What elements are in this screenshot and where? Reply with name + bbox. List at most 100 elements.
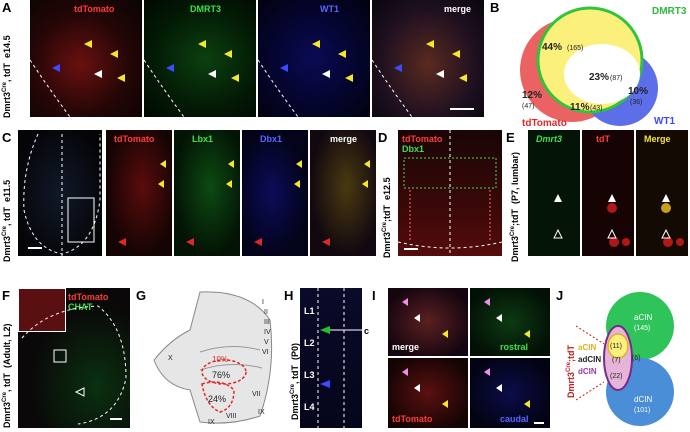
channel-label: tdT bbox=[596, 134, 610, 144]
yellow-arrowhead bbox=[84, 40, 92, 48]
svg-text:44%: 44% bbox=[542, 42, 562, 53]
channel-label: merge bbox=[330, 134, 358, 144]
svg-text:adCIN: adCIN bbox=[578, 355, 601, 364]
svg-text:11%: 11% bbox=[570, 102, 590, 113]
svg-text:I: I bbox=[262, 299, 264, 306]
panel-c-genotype: Dmrt3Cre, tdT e11.5 bbox=[2, 179, 12, 262]
svg-text:(87): (87) bbox=[610, 75, 622, 82]
channel-label: merge bbox=[392, 342, 420, 352]
panel-a-tdtomato-image: tdTomato bbox=[30, 0, 142, 117]
panel-label-h: H bbox=[284, 288, 294, 303]
svg-text:(47): (47) bbox=[522, 103, 534, 110]
channel-label: Dbx1 bbox=[260, 134, 283, 144]
panel-c-dbx1-image: Dbx1 bbox=[242, 130, 308, 256]
channel-label: Dmrt3 bbox=[536, 134, 563, 144]
yellow-arrowhead bbox=[110, 50, 118, 58]
scale-bar bbox=[404, 248, 418, 250]
panel-label-c: C bbox=[2, 130, 12, 145]
panel-a-dmrt3-image: DMRT3 bbox=[144, 0, 256, 117]
blue-arrowhead bbox=[52, 64, 60, 72]
svg-text:V: V bbox=[264, 339, 269, 346]
panel-e-merge-image: Merge bbox=[636, 130, 688, 256]
level-label: L2 bbox=[304, 338, 315, 348]
svg-text:12%: 12% bbox=[522, 90, 542, 101]
channel-label: tdTomato bbox=[402, 134, 443, 144]
panel-c-overview-image bbox=[18, 130, 102, 256]
svg-text:IX: IX bbox=[208, 419, 215, 426]
svg-text:10%: 10% bbox=[212, 355, 228, 364]
panel-a-merge-image: merge bbox=[372, 0, 484, 117]
svg-text:II: II bbox=[264, 309, 268, 316]
svg-text:(101): (101) bbox=[634, 407, 650, 414]
channel-label: CHAT bbox=[68, 302, 93, 312]
panel-j-venn: aCIN (145) dCIN (101) (11) (7) (22) (6) … bbox=[576, 292, 674, 426]
channel-label: WT1 bbox=[320, 4, 339, 14]
panel-c-lbx1-image: Lbx1 bbox=[174, 130, 240, 256]
svg-text:VIII: VIII bbox=[226, 413, 237, 420]
marker-label: c bbox=[364, 326, 370, 336]
channel-label: tdTomato bbox=[392, 414, 433, 424]
inset-image bbox=[18, 288, 66, 332]
channel-label: tdTomato bbox=[114, 134, 155, 144]
svg-text:VII: VII bbox=[252, 391, 261, 398]
channel-label: Lbx1 bbox=[192, 134, 214, 144]
panel-h-image: L1 L2 L3 L4 bbox=[300, 288, 362, 428]
panel-a-genotype: Dmrt3Cre, tdT e14.5 bbox=[2, 35, 12, 118]
panel-d-genotype: Dmrt3Cre;tdT e12.5 bbox=[382, 177, 392, 258]
dashed-outline bbox=[30, 40, 125, 117]
panel-i-merge-image: merge bbox=[388, 288, 468, 356]
scale-bar bbox=[534, 422, 544, 424]
channel-label: merge bbox=[444, 4, 472, 14]
level-label: L1 bbox=[304, 306, 315, 316]
panel-label-d: D bbox=[378, 130, 388, 145]
svg-text:(36): (36) bbox=[630, 99, 642, 106]
white-arrowhead bbox=[94, 70, 102, 78]
svg-text:IV: IV bbox=[264, 329, 271, 336]
svg-text:dCIN: dCIN bbox=[578, 367, 597, 376]
panel-label-e: E bbox=[506, 130, 515, 145]
svg-text:10%: 10% bbox=[628, 86, 648, 97]
panel-i-tdtomato-image: tdTomato bbox=[388, 358, 468, 428]
svg-text:(22): (22) bbox=[610, 373, 622, 380]
panel-c-tdtomato-image: tdTomato bbox=[106, 130, 172, 256]
channel-label: tdTomato bbox=[68, 292, 109, 302]
panel-d-image: tdTomato Dbx1 bbox=[398, 130, 502, 256]
panel-e-genotype: Dmrt3Cre;tdT (P7, lumbar) bbox=[510, 151, 520, 262]
channel-label: tdTomato bbox=[74, 4, 115, 14]
svg-text:76%: 76% bbox=[212, 370, 230, 380]
svg-text:23%: 23% bbox=[589, 72, 609, 83]
panel-c-merge-image: merge bbox=[310, 130, 376, 256]
venn-dmrt3-label: DMRT3 bbox=[652, 6, 687, 17]
panel-e-dmrt3-image: Dmrt3 bbox=[528, 130, 580, 256]
channel-label: rostral bbox=[500, 342, 529, 352]
svg-text:(7): (7) bbox=[612, 357, 621, 364]
panel-f-genotype: Dmrt3Cre, tdT (Adult, L2) bbox=[2, 323, 12, 428]
scale-bar bbox=[28, 247, 42, 249]
panel-label-i: I bbox=[372, 288, 376, 303]
channel-label: DMRT3 bbox=[190, 4, 221, 14]
panel-label-a: A bbox=[2, 0, 12, 15]
panel-e-tdt-image: tdT bbox=[582, 130, 634, 256]
panel-g-lamina-schematic: I II III IV V VI VII VIII IX IX X 10% 76… bbox=[153, 291, 273, 426]
panel-label-b: B bbox=[490, 0, 500, 15]
svg-text:(43): (43) bbox=[590, 105, 602, 112]
channel-label: caudal bbox=[500, 414, 529, 424]
panel-j-genotype: Dmrt3Cre;tdT bbox=[566, 344, 576, 398]
yellow-arrowhead bbox=[117, 74, 125, 82]
svg-text:X: X bbox=[168, 355, 173, 362]
scale-bar bbox=[110, 418, 122, 420]
level-label: L3 bbox=[304, 370, 315, 380]
svg-text:24%: 24% bbox=[208, 394, 226, 404]
venn-tdtomato-label: tdTomato bbox=[522, 118, 567, 129]
scale-bar bbox=[450, 108, 474, 110]
panel-i-caudal-image: caudal bbox=[470, 358, 550, 428]
panel-i-rostral-image: rostral bbox=[470, 288, 550, 356]
svg-text:(11): (11) bbox=[610, 343, 622, 350]
svg-text:aCIN: aCIN bbox=[578, 343, 596, 352]
channel-label: Merge bbox=[644, 134, 671, 144]
panel-label-f: F bbox=[2, 288, 10, 303]
svg-text:IX: IX bbox=[258, 409, 265, 416]
venn-wt1-label: WT1 bbox=[654, 116, 676, 127]
svg-text:dCIN: dCIN bbox=[634, 395, 652, 404]
svg-text:(6): (6) bbox=[632, 355, 641, 362]
